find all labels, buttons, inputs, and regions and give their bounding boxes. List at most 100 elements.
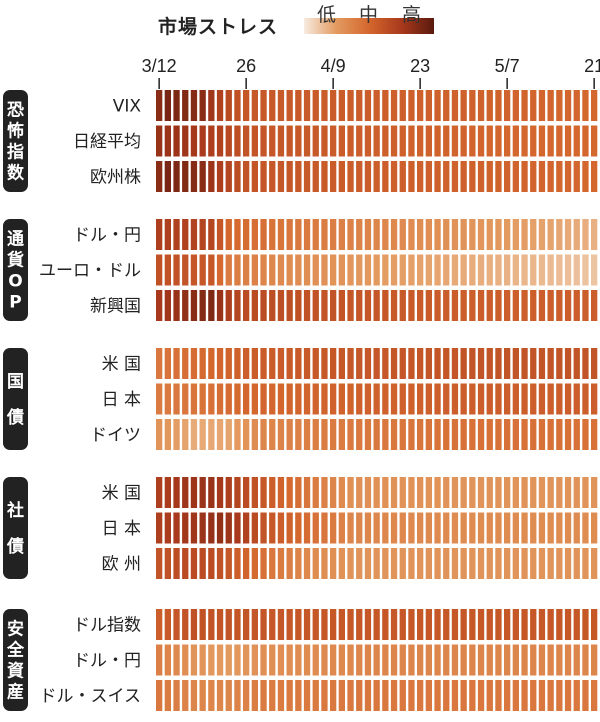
heatmap-cell (460, 477, 467, 508)
heatmap-cell (243, 512, 250, 544)
heatmap-cell (269, 644, 276, 676)
heatmap-cell (399, 419, 406, 450)
heatmap-cell (521, 290, 528, 321)
heatmap-cell (573, 477, 580, 508)
heatmap-cell (216, 680, 224, 711)
heatmap-cell (347, 219, 354, 250)
heatmap-cell (530, 477, 537, 508)
heatmap-cell (190, 125, 198, 157)
heatmap-cell (199, 348, 206, 379)
heatmap-cell (364, 348, 372, 379)
heatmap-cell (469, 548, 476, 579)
heatmap-cell (538, 125, 546, 157)
group-label-box (3, 348, 28, 450)
heatmap-cell (312, 419, 319, 450)
heatmap-cell (512, 254, 519, 286)
heatmap-cell (269, 219, 276, 250)
heatmap-cell (425, 254, 432, 286)
heatmap-cell (373, 548, 380, 579)
heatmap-cell (295, 512, 302, 544)
heatmap-cell (538, 290, 546, 321)
heatmap-cell (495, 219, 502, 250)
heatmap-cell (373, 383, 380, 415)
heatmap-cell (243, 477, 250, 508)
heatmap-cell (382, 609, 389, 640)
heatmap-cell (156, 477, 163, 508)
heatmap-cell (556, 680, 563, 711)
heatmap-cell (573, 125, 580, 157)
heatmap-cell (303, 254, 311, 286)
heatmap-cell (156, 609, 163, 640)
heatmap-cell (190, 512, 198, 544)
heatmap-cell (486, 512, 493, 544)
heatmap-cell (495, 254, 502, 286)
heatmap-cell (408, 90, 415, 121)
heatmap-cell (460, 348, 467, 379)
legend-color-scale (304, 18, 434, 34)
heatmap-cell (216, 609, 224, 640)
heatmap-cell (234, 548, 241, 579)
heatmap-cell (173, 548, 180, 579)
heatmap-cell (312, 477, 319, 508)
heatmap-cell (208, 680, 215, 711)
heatmap-cell (208, 125, 215, 157)
heatmap-cell (164, 254, 171, 286)
heatmap-cell (495, 161, 502, 192)
heatmap-cell (156, 161, 163, 192)
heatmap-cell (234, 219, 241, 250)
heatmap-cell (338, 125, 345, 157)
heatmap-cell (591, 219, 598, 250)
heatmap-cell (460, 254, 467, 286)
heatmap-cell (512, 644, 519, 676)
heatmap-cell (321, 161, 328, 192)
heatmap-cell (504, 254, 511, 286)
heatmap-cell (164, 512, 171, 544)
heatmap-cell (156, 512, 163, 544)
heatmap-cell (556, 254, 563, 286)
heatmap-cell (390, 90, 398, 121)
heatmap-cell (486, 680, 493, 711)
heatmap-cell (347, 290, 354, 321)
heatmap-cell (260, 90, 267, 121)
heatmap-cell (303, 419, 311, 450)
heatmap-cell (504, 644, 511, 676)
heatmap-cell (382, 161, 389, 192)
heatmap-cell (425, 644, 432, 676)
heatmap-cell (390, 609, 398, 640)
heatmap-cell (399, 383, 406, 415)
heatmap-cell (547, 477, 554, 508)
heatmap-cell (225, 348, 232, 379)
heatmap-cell (225, 125, 232, 157)
heatmap-cell (338, 609, 345, 640)
heatmap-cell (173, 254, 180, 286)
heatmap-cell (399, 609, 406, 640)
heatmap-cell (269, 477, 276, 508)
heatmap-cell (173, 348, 180, 379)
heatmap-cell (434, 161, 441, 192)
heatmap-cell (390, 419, 398, 450)
heatmap-cell (364, 477, 372, 508)
heatmap-cell (390, 644, 398, 676)
heatmap-cell (286, 419, 293, 450)
heatmap-cell (530, 161, 537, 192)
heatmap-cell (182, 254, 189, 286)
heatmap-cell (277, 644, 285, 676)
row-label: 日 本 (102, 519, 141, 539)
heatmap-cell (225, 477, 232, 508)
heatmap-cell (582, 161, 589, 192)
heatmap-cell (286, 290, 293, 321)
heatmap-cell (434, 348, 441, 379)
heatmap-cell (582, 90, 589, 121)
heatmap-cell (182, 161, 189, 192)
heatmap-cell (234, 90, 241, 121)
heatmap-cell (321, 680, 328, 711)
heatmap-cell (277, 254, 285, 286)
heatmap-cell (451, 161, 459, 192)
row-label: ドル・スイス (40, 687, 142, 707)
heatmap-cell (330, 290, 337, 321)
heatmap-cell (251, 125, 258, 157)
heatmap-cell (295, 383, 302, 415)
heatmap-cell (390, 290, 398, 321)
heatmap-cell (277, 609, 285, 640)
heatmap-cell (521, 419, 528, 450)
